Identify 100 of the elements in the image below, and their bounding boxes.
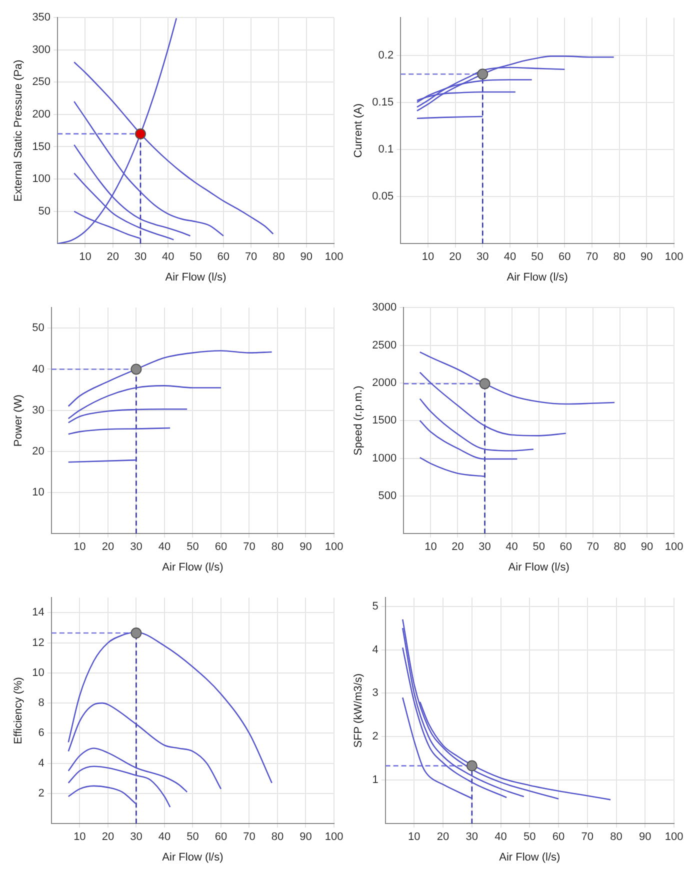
y-tick-label: 0.05 — [372, 190, 394, 203]
x-axis-title: Air Flow (l/s) — [162, 851, 224, 864]
x-tick-label: 70 — [244, 251, 258, 264]
x-tick-label: 60 — [558, 251, 571, 264]
x-tick-label: 40 — [158, 831, 171, 844]
y-tick-label: 250 — [32, 76, 51, 88]
x-tick-label: 100 — [664, 831, 684, 844]
x-tick-label: 40 — [504, 251, 516, 264]
x-tick-label: 50 — [531, 251, 544, 264]
y-tick-label: 500 — [378, 490, 397, 502]
x-tick-label: 70 — [243, 541, 256, 554]
y-tick-label: 4 — [372, 644, 378, 656]
y-tick-label: 0.1 — [378, 143, 394, 156]
y-tick-label: 300 — [32, 44, 51, 56]
x-axis-title: Air Flow (l/s) — [499, 851, 560, 864]
y-tick-label: 10 — [32, 486, 44, 499]
y-tick-label: 20 — [32, 445, 44, 458]
x-tick-label: 100 — [324, 541, 344, 554]
y-axis-title: SFP (kW/m3/s) — [352, 673, 365, 748]
y-tick-label: 30 — [32, 404, 44, 416]
y-axis-title: Efficiency (%) — [12, 677, 25, 744]
x-tick-label: 30 — [476, 251, 489, 264]
y-tick-label: 350 — [32, 12, 51, 24]
x-tick-label: 50 — [186, 541, 199, 554]
y-tick-label: 1500 — [372, 414, 397, 427]
x-tick-label: 40 — [506, 541, 518, 554]
y-tick-label: 0.15 — [372, 96, 394, 108]
y-tick-label: 2 — [38, 788, 44, 800]
x-tick-label: 90 — [300, 831, 312, 844]
y-tick-label: 2000 — [372, 376, 397, 389]
y-tick-label: 2500 — [372, 339, 397, 352]
x-tick-label: 100 — [664, 541, 684, 554]
x-tick-label: 80 — [613, 251, 626, 264]
y-tick-label: 200 — [32, 108, 51, 120]
y-tick-label: 1 — [372, 774, 378, 786]
y-tick-label: 14 — [32, 606, 44, 619]
x-tick-label: 70 — [581, 831, 594, 844]
x-tick-label: 80 — [610, 831, 622, 844]
x-axis-title: Air Flow (l/s) — [165, 271, 226, 284]
y-tick-label: 150 — [32, 140, 51, 153]
x-tick-label: 70 — [243, 831, 256, 844]
x-tick-label: 70 — [586, 251, 598, 264]
x-tick-label: 20 — [436, 831, 450, 844]
x-tick-label: 10 — [74, 831, 86, 844]
y-tick-label: 2 — [372, 730, 378, 743]
x-tick-label: 80 — [271, 541, 284, 554]
x-axis-title: Air Flow (l/s) — [162, 561, 224, 574]
x-axis-title: Air Flow (l/s) — [506, 271, 568, 284]
x-tick-label: 40 — [162, 251, 174, 264]
y-tick-label: 12 — [32, 636, 44, 649]
y-tick-label: 50 — [32, 322, 44, 334]
y-tick-label: 40 — [32, 363, 44, 376]
x-tick-label: 50 — [524, 831, 536, 844]
x-tick-label: 30 — [466, 831, 478, 844]
y-tick-label: 4 — [38, 757, 44, 770]
y-tick-label: 8 — [38, 697, 44, 710]
x-tick-label: 100 — [324, 831, 344, 844]
x-tick-label: 20 — [106, 251, 119, 264]
x-tick-label: 90 — [640, 251, 653, 264]
x-tick-label: 60 — [217, 251, 230, 264]
x-tick-label: 90 — [640, 541, 654, 554]
x-axis-title: Air Flow (l/s) — [508, 561, 570, 574]
x-tick-label: 30 — [134, 251, 147, 264]
x-tick-label: 40 — [494, 831, 507, 844]
y-tick-label: 0.2 — [378, 49, 394, 62]
x-tick-label: 10 — [424, 541, 437, 554]
x-tick-label: 20 — [102, 541, 114, 554]
x-tick-label: 50 — [532, 541, 545, 554]
x-tick-label: 10 — [408, 831, 420, 844]
y-axis-title: Power (W) — [12, 394, 25, 447]
y-tick-label: 50 — [38, 205, 51, 218]
y-tick-label: 10 — [32, 666, 44, 679]
x-tick-label: 30 — [130, 831, 142, 844]
y-tick-label: 1000 — [372, 452, 397, 464]
x-tick-label: 100 — [664, 251, 684, 264]
y-tick-label: 5 — [372, 600, 378, 612]
x-tick-label: 10 — [79, 251, 92, 264]
x-tick-label: 60 — [560, 541, 572, 554]
y-axis-title: External Static Pressure (Pa) — [12, 60, 25, 202]
x-tick-label: 90 — [300, 541, 312, 554]
x-tick-label: 20 — [452, 541, 464, 554]
x-tick-label: 90 — [300, 251, 312, 264]
x-tick-label: 90 — [639, 831, 652, 844]
x-tick-label: 80 — [272, 251, 285, 264]
y-tick-label: 3 — [372, 687, 378, 700]
x-tick-label: 50 — [186, 831, 199, 844]
x-tick-label: 40 — [158, 541, 171, 554]
x-tick-label: 70 — [586, 541, 600, 554]
y-axis-title: Speed (r.p.m.) — [352, 386, 365, 456]
x-tick-label: 60 — [214, 541, 228, 554]
y-tick-label: 6 — [38, 727, 44, 740]
x-tick-label: 100 — [324, 251, 344, 264]
x-tick-label: 10 — [422, 251, 434, 264]
y-tick-label: 3000 — [372, 302, 397, 314]
x-tick-label: 80 — [271, 831, 284, 844]
x-tick-label: 30 — [478, 541, 491, 554]
x-tick-label: 20 — [449, 251, 462, 264]
y-tick-label: 100 — [32, 173, 51, 186]
x-tick-label: 60 — [214, 831, 228, 844]
x-tick-label: 50 — [190, 251, 202, 264]
